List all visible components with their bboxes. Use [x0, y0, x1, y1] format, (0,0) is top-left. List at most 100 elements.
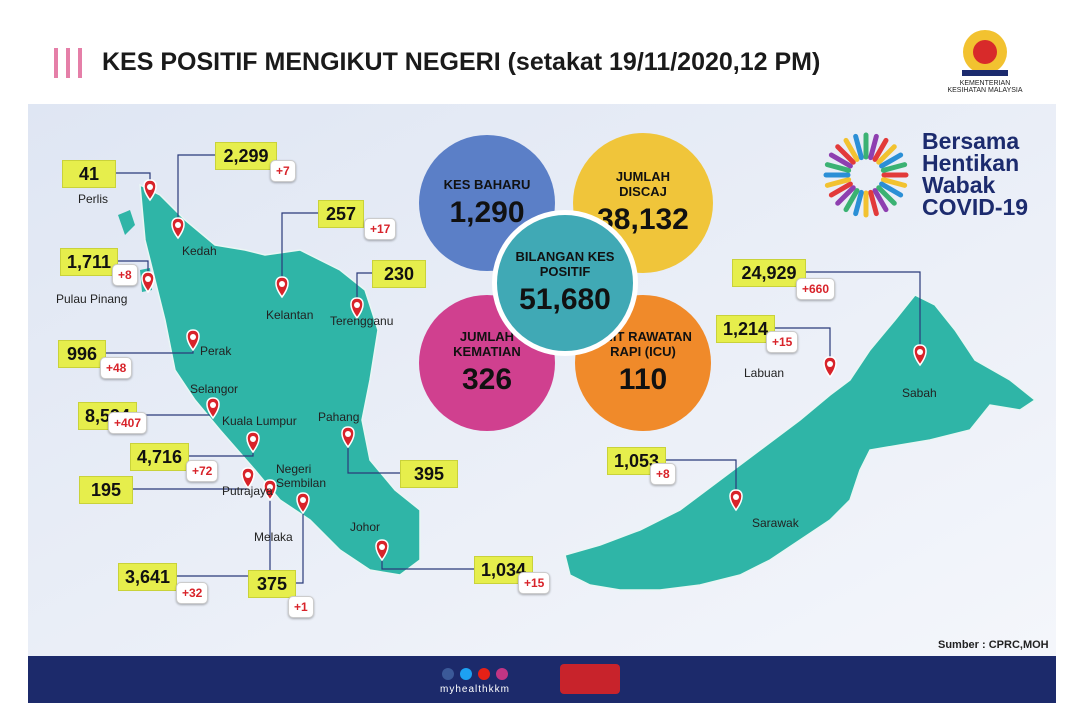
burst-ray: [868, 189, 879, 217]
burst-ray: [868, 133, 879, 161]
map-pin-dot: [279, 281, 285, 287]
state-total: 375: [248, 570, 296, 598]
state-total: 996: [58, 340, 106, 368]
state-total: 3,641: [118, 563, 178, 591]
state-new-cases: +8: [650, 463, 676, 485]
state-total: 1,214: [716, 315, 776, 343]
map-pin-dot: [917, 349, 923, 355]
burst-ray: [828, 152, 853, 169]
summary-value: 326: [461, 363, 513, 396]
burst-ray: [876, 144, 897, 165]
state-name: Sabah: [902, 386, 937, 400]
state-new-cases: +407: [108, 412, 148, 434]
title: KES POSITIF MENGIKUT NEGERI (setakat 19/…: [102, 48, 821, 76]
burst-ray: [879, 152, 904, 169]
state-new-cases: +32: [176, 582, 209, 604]
map-pin-dot: [250, 436, 256, 442]
state-name: Selangor: [190, 382, 239, 396]
state-name: Kedah: [182, 244, 217, 258]
burst-ray: [872, 137, 889, 162]
peninsular-map: [139, 183, 421, 576]
state-name: Pahang: [318, 410, 360, 424]
state-name: Negeri Sembilan: [276, 462, 327, 490]
campaign-line: Bersama: [922, 128, 1020, 154]
burst-ray: [843, 137, 860, 162]
summary-label: JUMLAH KEMATIAN: [453, 329, 521, 359]
map-pin-dot: [147, 184, 153, 190]
island: [118, 210, 152, 292]
burst-ray: [824, 162, 852, 173]
leader-line: [281, 212, 318, 287]
state-new-cases: +7: [270, 160, 296, 182]
leader-line: [347, 437, 400, 474]
state-total: 8,594: [78, 402, 138, 430]
state-total: 2,299: [215, 142, 277, 170]
leader-line: [177, 154, 215, 228]
borneo-map: [564, 294, 1037, 591]
map-pin-dot: [379, 544, 385, 550]
burst-ray: [853, 189, 864, 217]
title-bar: [78, 48, 82, 78]
map-pin-dot: [145, 276, 151, 282]
title-bar: [66, 48, 70, 78]
state-name: Sarawak: [752, 516, 799, 530]
social-icons: [442, 668, 508, 680]
state-name: Perak: [200, 344, 232, 358]
burst-ray: [876, 185, 897, 206]
summary-label: BILANGAN KES POSITIF: [515, 249, 615, 279]
campaign-text: Bersama Hentikan Wabak COVID-19: [922, 128, 1029, 220]
state-total: 24,929: [732, 259, 806, 287]
map-pin-dot: [354, 302, 360, 308]
leader-line: [657, 459, 737, 500]
leader-line: [356, 272, 372, 308]
summary-label: UNIT RAWATAN RAPI (ICU): [594, 329, 692, 359]
campaign-line: Hentikan: [922, 150, 1020, 176]
state-total: 257: [318, 200, 364, 228]
burst-ray: [824, 177, 852, 188]
state-total: 1,711: [60, 248, 119, 276]
state-name: Pulau Pinang: [56, 292, 128, 306]
summary-value: 110: [618, 363, 668, 396]
map-pin-dot: [190, 334, 196, 340]
leader-line: [770, 327, 831, 367]
state-total: 230: [372, 260, 426, 288]
summary-value: 51,680: [519, 283, 611, 316]
ministry-name: KEMENTERIAN KESIHATAN MALAYSIA: [947, 80, 1023, 94]
state-new-cases: +1: [288, 596, 314, 618]
map-pin-dot: [827, 361, 833, 367]
state-new-cases: +17: [364, 218, 397, 240]
state-name: Labuan: [744, 366, 785, 380]
state-new-cases: +72: [186, 460, 219, 482]
state-name: Johor: [350, 520, 381, 534]
burst-ray: [843, 188, 860, 213]
map-pin-dot: [267, 484, 273, 490]
burst-ray: [835, 144, 856, 165]
state-total: 4,716: [130, 443, 190, 471]
burst-ray: [880, 177, 908, 188]
footer-bar: [28, 656, 1056, 703]
state-name: Terengganu: [330, 314, 394, 328]
source: Sumber : CPRC,MOH: [938, 639, 1049, 651]
map-pin-dot: [245, 472, 251, 478]
summary-label: JUMLAH DISCAJ: [615, 169, 671, 199]
burst-ray: [872, 188, 889, 213]
burst-ray: [835, 185, 856, 206]
summary-label: KES BAHARU: [443, 176, 531, 192]
state-new-cases: +15: [518, 572, 551, 594]
campaign-logo: [823, 132, 909, 218]
state-name: Kelantan: [266, 308, 314, 322]
summary-circle: BILANGAN KES POSITIF 51,680: [492, 210, 638, 356]
state-total: 195: [79, 476, 133, 504]
leader-line: [804, 271, 921, 355]
ministry-emblem: [962, 30, 1008, 76]
map-pin-dot: [175, 222, 181, 228]
map-pin-dot: [345, 431, 351, 437]
myhealth-logo: [560, 664, 620, 694]
burst-ray: [879, 181, 904, 198]
state-new-cases: +660: [796, 278, 836, 300]
state-new-cases: +8: [112, 264, 138, 286]
campaign-line: COVID-19: [922, 194, 1029, 220]
state-name: Putrajaya: [222, 484, 273, 498]
map-pin-dot: [733, 494, 739, 500]
